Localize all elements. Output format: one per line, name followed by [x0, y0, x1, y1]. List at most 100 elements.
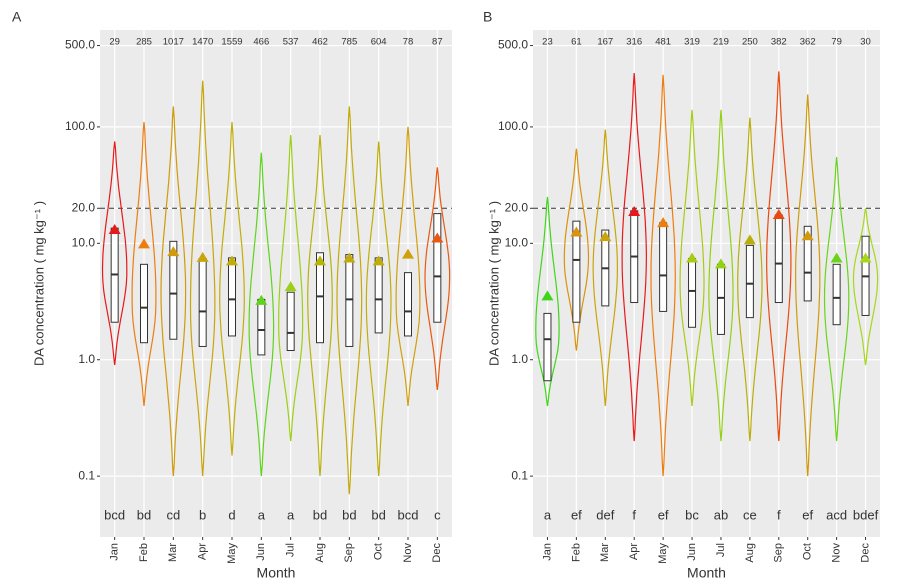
y-tick-label: 10.0 [72, 235, 96, 249]
plot-background [533, 30, 880, 537]
count-label: 1017 [163, 37, 184, 48]
group-letter: c [434, 507, 441, 522]
group-letter: bd [137, 507, 151, 522]
group-letter: ef [571, 507, 582, 522]
x-tick-label: Mar [599, 543, 611, 562]
box [745, 244, 754, 319]
group-letter: a [544, 507, 552, 522]
mean-marker [599, 231, 612, 242]
x-tick-label: Aug [744, 543, 756, 563]
group-letter: ef [802, 507, 813, 522]
y-tick-label: 100.0 [498, 119, 528, 133]
count-label: 167 [597, 37, 613, 48]
x-tick-label: Jan [109, 543, 121, 561]
x-tick-label: Feb [138, 543, 150, 562]
mean-marker [108, 224, 121, 235]
x-axis-label: Month [257, 565, 296, 581]
box [433, 213, 442, 323]
panel-label: A [12, 9, 22, 25]
x-tick-label: Jun [686, 543, 698, 561]
x-axis-label: Month [687, 565, 726, 581]
y-tick-label: 20.0 [505, 200, 529, 214]
group-letter: f [632, 507, 636, 522]
mean-marker [284, 281, 297, 292]
count-label: 79 [831, 37, 842, 48]
violin [101, 141, 128, 366]
box [169, 240, 178, 340]
group-letter: bdef [853, 507, 879, 522]
mean-marker [138, 238, 150, 249]
violin [823, 157, 850, 442]
x-tick-label: Nov [831, 543, 843, 563]
mean-marker [372, 255, 385, 266]
y-tick-label: 0.1 [511, 468, 528, 482]
box [316, 252, 324, 344]
group-letter: bd [313, 507, 327, 522]
count-label: 481 [655, 37, 671, 48]
violin [131, 122, 157, 407]
y-tick-label: 500.0 [498, 38, 528, 52]
violin [621, 73, 648, 442]
count-label: 537 [283, 37, 299, 48]
violin [336, 106, 363, 495]
x-tick-label: Feb [570, 543, 582, 562]
x-tick-label: Dec [859, 543, 871, 563]
x-tick-label: Apr [197, 543, 209, 560]
count-label: 23 [542, 37, 553, 48]
count-label: 78 [403, 37, 414, 48]
violin [535, 196, 560, 407]
violin [365, 141, 392, 477]
violin [395, 126, 421, 407]
box [345, 254, 354, 347]
box [228, 257, 236, 337]
mean-marker [167, 246, 180, 257]
violin [679, 109, 705, 407]
y-tick-label: 0.1 [78, 468, 95, 482]
group-letter: cd [166, 507, 180, 522]
mean-marker [402, 248, 414, 259]
mean-marker [570, 226, 583, 237]
count-label: 285 [136, 37, 152, 48]
x-tick-label: Apr [628, 543, 640, 560]
box [257, 298, 266, 356]
group-letter: bd [371, 507, 385, 522]
box [198, 258, 207, 347]
violin [794, 94, 821, 477]
group-letter: ab [714, 507, 728, 522]
count-label: 466 [253, 37, 269, 48]
violin [424, 167, 451, 390]
mean-marker [772, 209, 785, 220]
violin [219, 122, 245, 456]
count-label: 462 [312, 37, 328, 48]
mean-marker [343, 252, 356, 263]
mean-marker [314, 255, 326, 266]
box [543, 312, 552, 382]
violin [852, 208, 879, 366]
violin [708, 109, 734, 442]
violin [278, 135, 304, 442]
x-tick-label: May [226, 543, 238, 564]
mean-marker [541, 290, 554, 301]
count-label: 316 [626, 37, 642, 48]
group-letter: bcd [104, 507, 125, 522]
group-letter: ef [658, 507, 669, 522]
mean-marker [226, 255, 238, 266]
group-letter: bcd [398, 507, 419, 522]
box [659, 222, 668, 312]
count-label: 61 [571, 37, 582, 48]
mean-marker [743, 234, 756, 245]
x-tick-label: Dec [431, 543, 443, 563]
group-letter: bc [685, 507, 699, 522]
violin [650, 74, 676, 477]
x-tick-label: Sep [343, 543, 355, 563]
mean-marker [657, 217, 670, 228]
y-tick-label: 20.0 [72, 200, 96, 214]
mean-marker [431, 232, 444, 243]
box [803, 225, 812, 302]
y-axis-label: DA concentration ( mg kg⁻¹ ) [31, 201, 46, 366]
count-label: 382 [771, 37, 787, 48]
count-label: 319 [684, 37, 700, 48]
x-tick-label: Oct [802, 543, 814, 560]
group-letter: def [596, 507, 614, 522]
